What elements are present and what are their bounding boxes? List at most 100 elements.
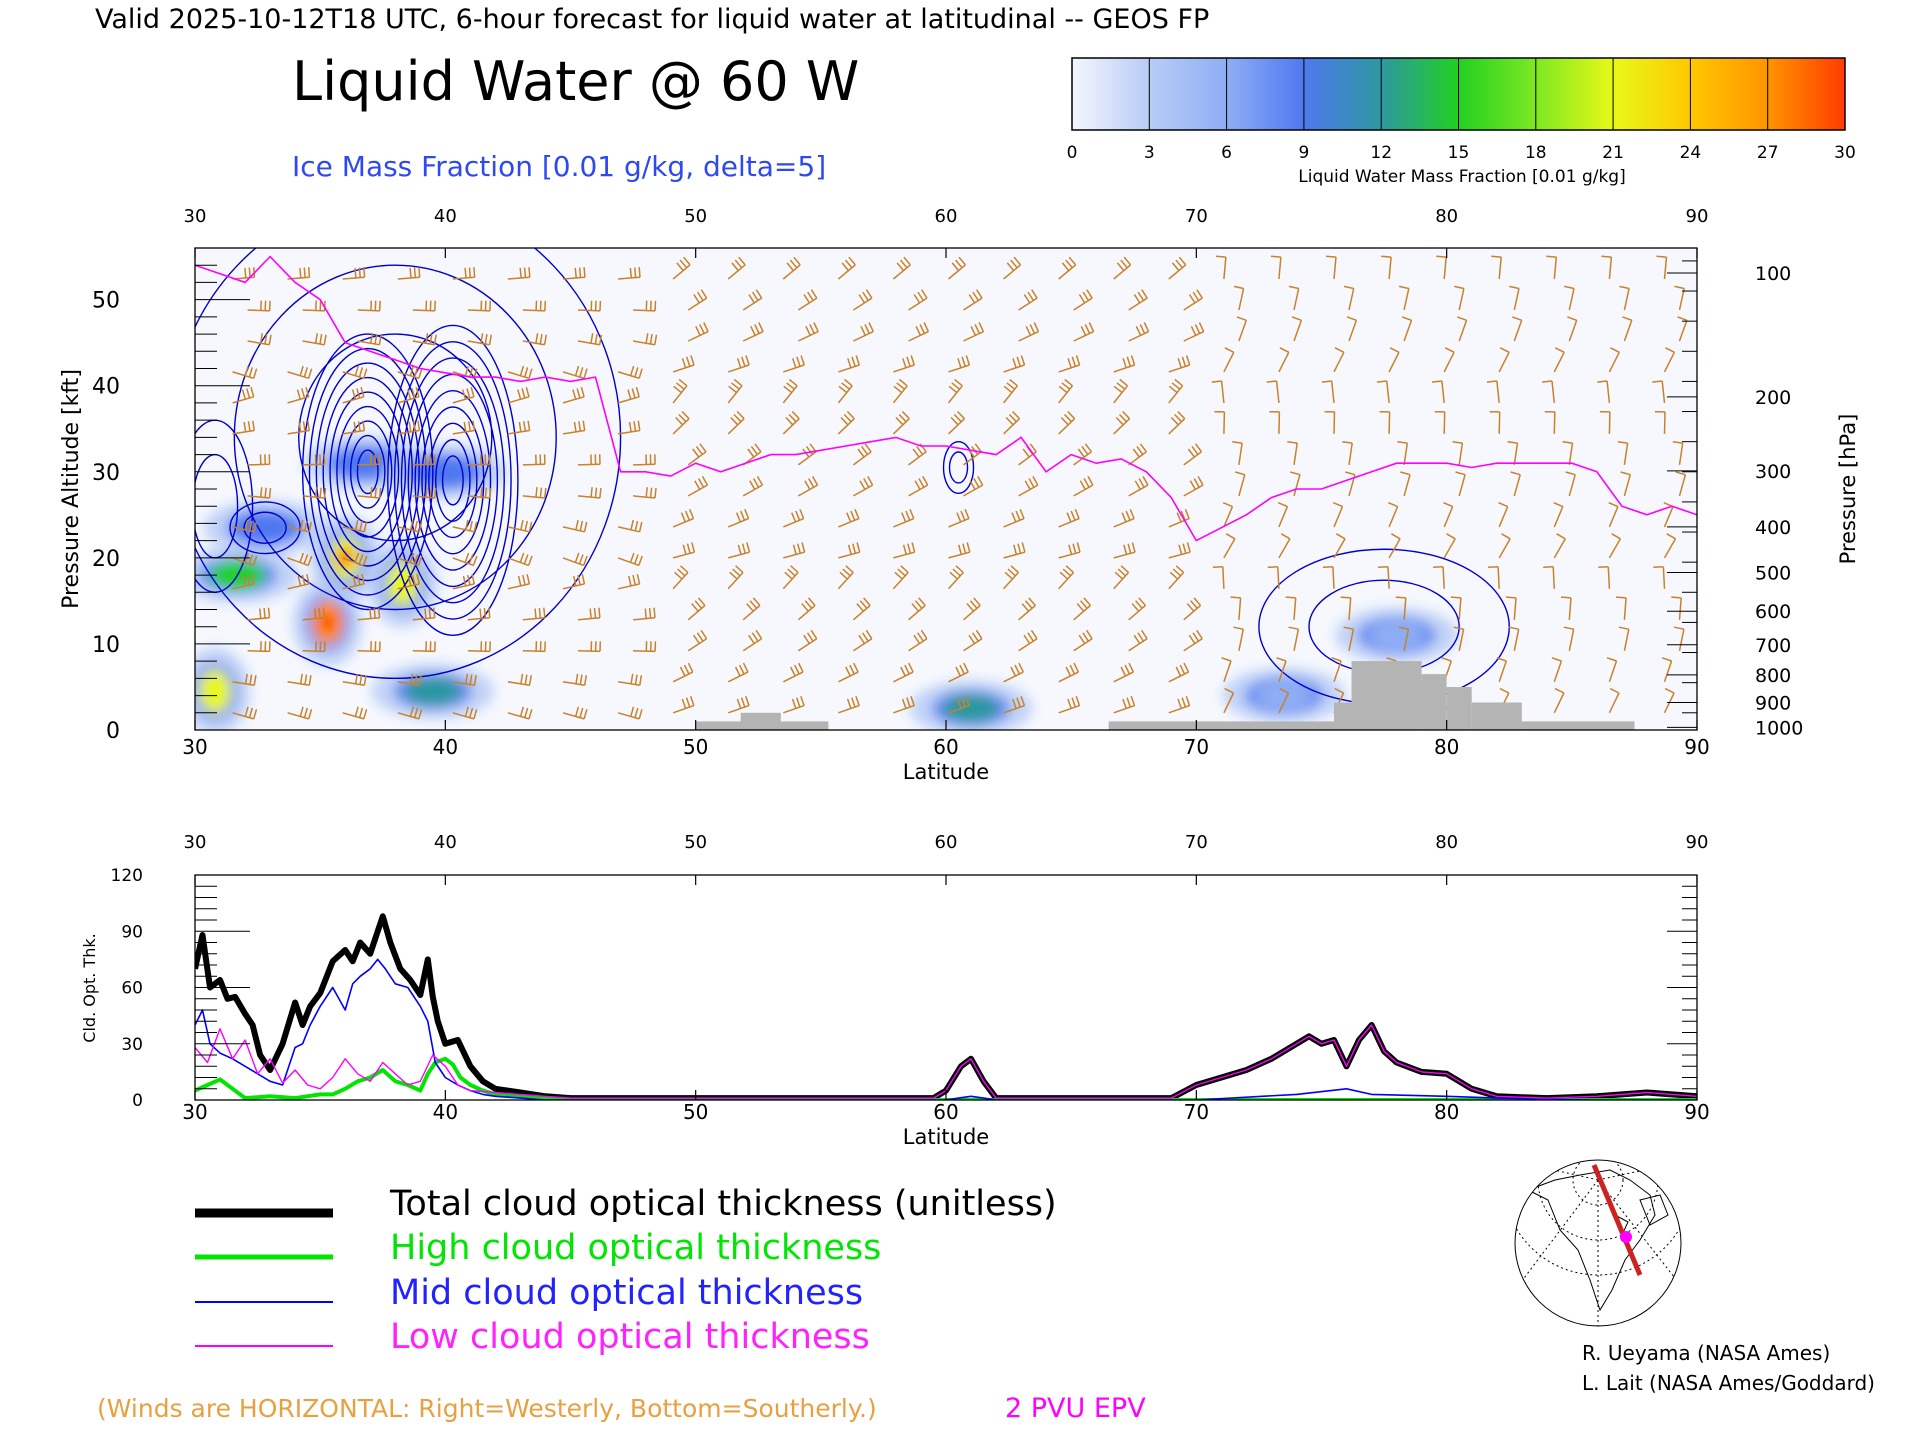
- bottom-upper-tick-label: 50: [684, 832, 707, 853]
- barb-staff: [248, 310, 270, 311]
- legend-label-high: High cloud optical thickness: [390, 1228, 881, 1268]
- legend-label-mid: Mid cloud optical thickness: [390, 1273, 863, 1313]
- pressure-tick-label: 900: [1755, 692, 1791, 714]
- pressure-tick-label: 600: [1755, 601, 1791, 623]
- colorbar-tick-label: 18: [1525, 143, 1547, 163]
- barb-feather: [371, 487, 372, 497]
- barb-staff: [1444, 412, 1445, 434]
- colorbar-tick-label: 30: [1834, 143, 1856, 163]
- barb-staff: [1389, 412, 1390, 434]
- barb-feather: [1657, 256, 1667, 257]
- barb-feather: [1616, 597, 1626, 598]
- top-upper-tick-label: 80: [1435, 206, 1458, 227]
- bottom-ylabel: Cld. Opt. Thk.: [80, 933, 99, 1042]
- barb-feather: [596, 488, 597, 498]
- bottom-y-tick-label: 30: [121, 1035, 143, 1055]
- top-upper-tick-label: 50: [684, 206, 707, 227]
- barb-feather: [639, 267, 640, 277]
- barb-staff: [578, 651, 600, 652]
- barb-feather: [435, 488, 436, 498]
- bottom-y-tick-label: 0: [132, 1091, 143, 1111]
- barb-feather: [591, 487, 592, 497]
- barb-staff: [523, 651, 545, 652]
- barb-feather: [600, 488, 601, 498]
- barb-feather: [540, 488, 541, 498]
- section-midpoint-marker: [1620, 1231, 1632, 1243]
- barb-feather: [1543, 567, 1553, 568]
- legend: Total cloud optical thickness (unitless)…: [195, 1184, 1057, 1357]
- legend-label-total: Total cloud optical thickness (unitless): [389, 1184, 1057, 1224]
- barb-feather: [415, 268, 416, 278]
- terrain-block: [741, 713, 781, 730]
- bottom-x-tick-label: 80: [1434, 1100, 1459, 1124]
- barb-staff: [578, 310, 600, 311]
- barb-feather: [419, 267, 420, 277]
- barb-feather: [425, 609, 426, 619]
- barb-feather: [1326, 256, 1336, 257]
- bottom-x-tick-label: 30: [182, 1100, 207, 1124]
- barb-staff: [578, 464, 600, 465]
- top-x-tick-label: 60: [933, 735, 958, 759]
- barb-staff: [468, 310, 490, 311]
- bottom-y-tick-label: 120: [111, 866, 143, 886]
- barb-feather: [265, 488, 266, 498]
- barb-feather: [1561, 597, 1571, 598]
- barb-feather: [481, 487, 482, 497]
- top-xlabel: Latitude: [903, 760, 989, 784]
- barb-staff: [468, 464, 490, 465]
- barb-feather: [654, 608, 655, 618]
- barb-feather: [1433, 567, 1443, 568]
- liquid-water-core: [199, 669, 231, 713]
- barb-staff: [303, 651, 325, 652]
- barb-feather: [1546, 256, 1556, 257]
- terrain-block: [1447, 687, 1472, 730]
- colorbar-tick-label: 12: [1370, 143, 1392, 163]
- barb-feather: [249, 268, 250, 278]
- barb-staff: [358, 310, 380, 311]
- barb-feather: [1216, 256, 1226, 257]
- bottom-x-tick-label: 40: [433, 1100, 458, 1124]
- barb-feather: [1653, 567, 1663, 568]
- bottom-upper-tick-label: 40: [434, 832, 457, 853]
- barb-feather: [261, 487, 262, 497]
- barb-staff: [1554, 412, 1555, 434]
- terrain-block: [1422, 674, 1447, 730]
- barb-feather: [1268, 567, 1278, 568]
- barb-staff: [1499, 412, 1500, 434]
- top-x-tick-label: 70: [1184, 735, 1209, 759]
- barb-feather: [355, 268, 356, 278]
- bottom-x-tick-label: 70: [1184, 1100, 1209, 1124]
- locator-map: [1500, 1085, 1700, 1330]
- barb-feather: [1341, 597, 1351, 598]
- top-ylabel-right: Pressure [hPa]: [1836, 414, 1860, 565]
- barb-feather: [410, 268, 411, 278]
- barb-feather: [1271, 256, 1281, 257]
- colorbar-tick-label: 0: [1067, 143, 1078, 163]
- barb-feather: [655, 488, 656, 498]
- barb-staff: [1334, 412, 1335, 434]
- colorbar-label: Liquid Water Mass Fraction [0.01 g/kg]: [1298, 167, 1625, 187]
- barb-feather: [484, 608, 485, 618]
- bottom-x-tick-label: 60: [933, 1100, 958, 1124]
- legend-label-low: Low cloud optical thickness: [390, 1317, 870, 1357]
- bottom-upper-tick-label: 90: [1686, 832, 1709, 853]
- barb-feather: [590, 609, 591, 619]
- barb-feather: [374, 608, 375, 618]
- barb-staff: [523, 464, 545, 465]
- barb-feather: [359, 268, 360, 278]
- barb-feather: [1213, 567, 1223, 568]
- top-x-tick-label: 90: [1684, 735, 1709, 759]
- barb-feather: [320, 488, 321, 498]
- bottom-upper-tick-label: 60: [935, 832, 958, 853]
- barb-feather: [380, 488, 381, 498]
- barb-feather: [470, 268, 471, 278]
- barb-staff: [468, 651, 490, 652]
- barb-feather: [474, 267, 475, 277]
- top-upper-tick-label: 90: [1686, 206, 1709, 227]
- top-upper-tick-label: 70: [1185, 206, 1208, 227]
- top-x-tick-label: 50: [683, 735, 708, 759]
- barb-feather: [1671, 597, 1681, 598]
- barb-feather: [370, 609, 371, 619]
- top-upper-tick-label: 30: [184, 206, 207, 227]
- barb-staff: [248, 651, 270, 652]
